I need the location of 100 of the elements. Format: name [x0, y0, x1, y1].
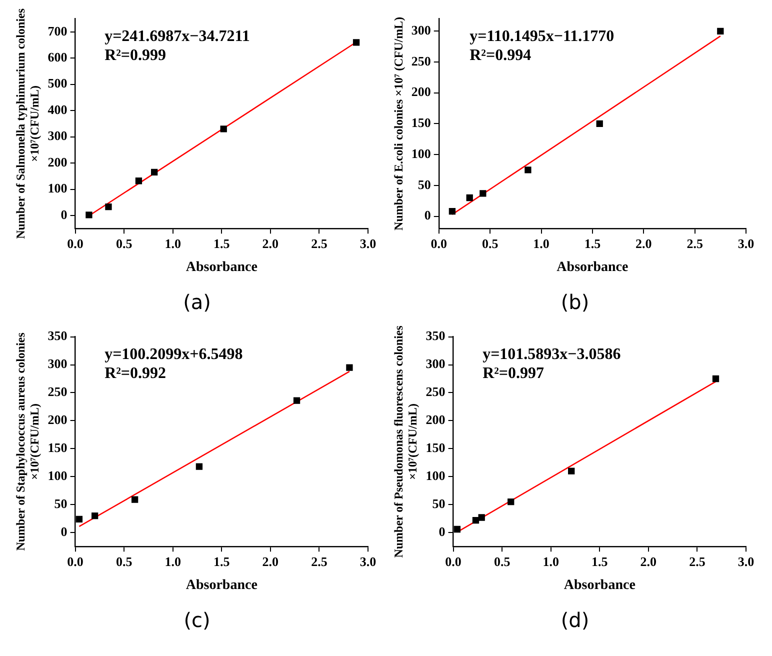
y-axis-title: Number of E.coli colonies ×10⁷ (CFU/mL) — [391, 16, 406, 230]
x-tick-label: 2.0 — [262, 236, 279, 251]
x-tick-label: 2.5 — [311, 554, 328, 569]
y-tick-label: 150 — [426, 440, 446, 456]
point — [717, 28, 724, 34]
y-tick-label: 0 — [424, 208, 431, 223]
x-tick-label: 2.5 — [686, 236, 704, 251]
x-tick-label: 0.5 — [482, 236, 499, 251]
point — [478, 514, 485, 521]
x-tick-label: 1.5 — [584, 236, 602, 251]
point — [568, 468, 575, 474]
point — [448, 208, 456, 215]
y-tick-label: 200 — [48, 412, 68, 428]
y-tick-label: 400 — [48, 102, 68, 117]
annotation: R²=0.992 — [104, 364, 166, 382]
y-tick-label: 200 — [411, 84, 431, 100]
x-tick-label: 2.0 — [640, 554, 657, 569]
x-tick-label: 1.0 — [533, 236, 550, 251]
x-axis-title: Absorbance — [186, 578, 258, 594]
y-tick-label: 350 — [426, 328, 446, 344]
x-tick-label: 3.0 — [360, 554, 376, 569]
y-tick-label: 50 — [54, 496, 68, 511]
point — [220, 126, 227, 132]
x-tick-label: 0.0 — [67, 236, 84, 251]
x-axis-title: Absorbance — [186, 260, 258, 276]
x-tick-label: 0.5 — [116, 236, 133, 251]
y-axis-title: Number of Staphylococcus aureus colonies ×10⁷(CFU/mL) — [13, 332, 42, 551]
y-tick-label: 50 — [418, 176, 431, 192]
y-tick-label: 600 — [48, 49, 68, 64]
x-tick-label: 0.0 — [430, 236, 448, 251]
point — [472, 516, 480, 524]
y-tick-label: 250 — [411, 53, 431, 68]
x-tick-label: 2.5 — [311, 236, 328, 251]
x-tick-label: 1.0 — [164, 236, 181, 251]
text: (c) — [184, 608, 210, 632]
point — [712, 375, 720, 382]
text: (d) — [560, 608, 590, 632]
y-tick-label: 100 — [48, 468, 68, 484]
y-tick-label: 200 — [48, 154, 68, 170]
x-tick-label: 0.5 — [494, 554, 511, 569]
point — [352, 39, 360, 46]
point — [86, 212, 92, 218]
y-tick-label: 250 — [48, 384, 68, 400]
y-tick-label: 150 — [48, 440, 68, 456]
y-tick-label: 300 — [48, 128, 68, 144]
point — [105, 204, 112, 210]
annotation: y=100.2099x+6.5498 — [104, 346, 243, 363]
point — [151, 168, 158, 176]
point — [454, 526, 461, 533]
point — [480, 190, 486, 197]
x-tick-label: 2.0 — [262, 554, 279, 569]
y-tick-label: 100 — [411, 146, 431, 161]
annotation: y=241.6987x−34.7211 — [104, 28, 250, 45]
point — [135, 178, 142, 184]
text: (b) — [560, 290, 590, 314]
point — [596, 120, 603, 128]
annotation: y=101.5893x−3.0586 — [482, 346, 621, 363]
x-tick-label: 1.0 — [164, 554, 181, 569]
y-tick-label: 0 — [438, 524, 446, 539]
x-tick-label: 3.0 — [738, 236, 754, 251]
annotation: R²=0.999 — [104, 46, 166, 64]
x-tick-label: 1.0 — [542, 554, 559, 569]
y-tick-label: 300 — [48, 356, 68, 372]
x-axis-title: Absorbance — [564, 578, 636, 594]
y-tick-label: 300 — [411, 22, 431, 38]
text: (a) — [183, 290, 211, 314]
point — [508, 498, 514, 506]
x-tick-label: 1.5 — [214, 554, 230, 569]
point — [466, 194, 473, 202]
y-tick-label: 100 — [426, 468, 446, 484]
y-tick-label: 150 — [411, 115, 431, 130]
y-tick-label: 700 — [48, 23, 68, 38]
x-tick-label: 0.0 — [445, 554, 462, 569]
x-tick-label: 1.5 — [214, 236, 230, 251]
point — [131, 496, 138, 503]
point — [524, 166, 532, 174]
y-tick-label: 500 — [48, 76, 68, 91]
y-tick-label: 50 — [432, 496, 446, 511]
y-axis-title: Number of Salmonella typhimurium colonies ×10⁷(CFU/mL) — [13, 8, 42, 239]
annotation: R²=0.997 — [482, 364, 544, 382]
x-axis-title: Absorbance — [556, 260, 628, 276]
x-tick-label: 3.0 — [738, 554, 754, 569]
y-tick-label: 100 — [48, 180, 68, 196]
point — [76, 516, 83, 523]
y-tick-label: 350 — [48, 328, 68, 344]
point — [346, 364, 353, 371]
point — [196, 463, 203, 470]
y-tick-label: 200 — [426, 412, 446, 428]
y-tick-label: 300 — [426, 356, 446, 372]
annotation: R²=0.994 — [470, 46, 532, 64]
annotation: y=110.1495x−11.1770 — [470, 28, 614, 45]
x-tick-label: 3.0 — [360, 236, 376, 251]
y-tick-label: 0 — [60, 206, 68, 222]
x-tick-label: 2.5 — [689, 554, 706, 569]
x-tick-label: 0.0 — [67, 554, 84, 569]
x-tick-label: 0.5 — [116, 554, 133, 569]
point — [293, 397, 300, 404]
x-tick-label: 1.5 — [592, 554, 608, 569]
y-tick-label: 250 — [426, 384, 446, 400]
x-tick-label: 2.0 — [636, 236, 652, 251]
